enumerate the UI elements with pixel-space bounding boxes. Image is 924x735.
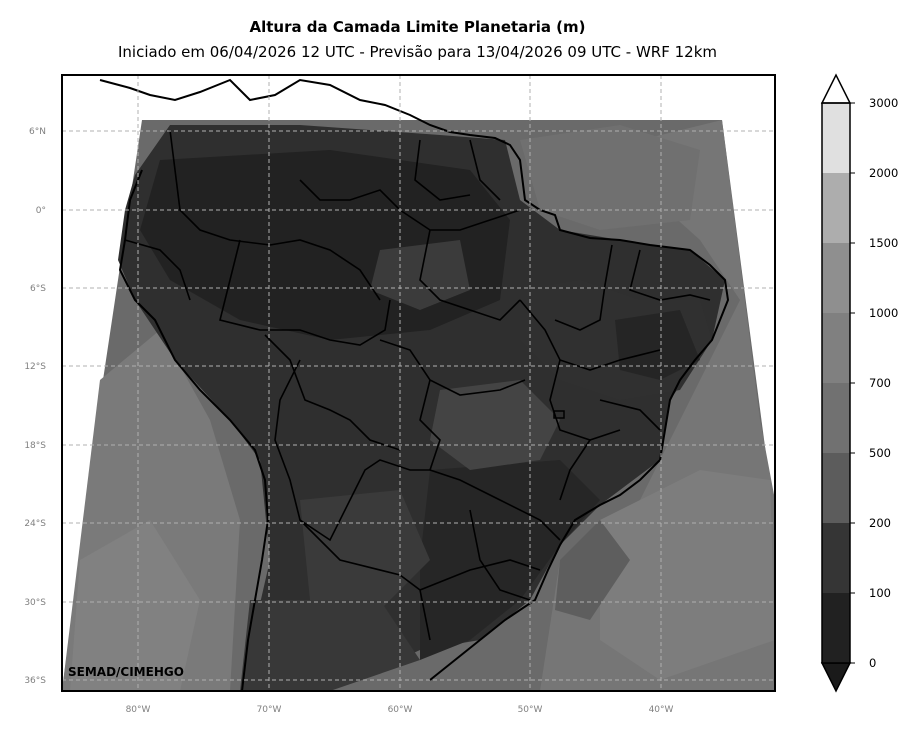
lat-tick-label: 18°S [24,441,46,451]
colorbar-tick-label: 1500 [869,236,898,250]
lat-tick-label: 12°S [24,362,46,372]
lon-tick-label: 70°W [257,705,282,715]
map-title: Altura da Camada Limite Planetaria (m) [249,18,586,36]
colorbar-tick-label: 0 [869,656,876,670]
map-frame [61,74,776,692]
colorbar-segment [822,523,850,593]
colorbar-segment [822,103,850,173]
lat-tick-label: 0° [36,206,46,216]
colorbar-tick-label: 3000 [869,96,898,110]
watermark: SEMAD/CIMEHGO [68,665,184,679]
lat-tick-label: 30°S [24,598,46,608]
map-field [62,75,775,691]
colorbar-segment [822,593,850,663]
colorbar-tick-label: 2000 [869,166,898,180]
colorbar-segment [822,313,850,383]
lat-tick-label: 24°S [24,519,46,529]
colorbar-segment [822,243,850,313]
colorbar-tick-label: 200 [869,516,891,530]
lat-tick-label: 6°N [29,127,46,137]
colorbar-tick-label: 500 [869,446,891,460]
colorbar-extend-low [820,662,852,693]
colorbar-segment [822,173,850,243]
colorbar-tick-label: 100 [869,586,891,600]
colorbar-tick-label: 1000 [869,306,898,320]
lat-tick-label: 6°S [30,284,46,294]
lon-tick-label: 50°W [518,705,543,715]
lon-tick-label: 80°W [126,705,151,715]
colorbar-tick-label: 700 [869,376,891,390]
colorbar-extend-high [820,73,852,104]
lat-tick-label: 36°S [24,676,46,686]
colorbar-segment [822,383,850,453]
lon-tick-label: 40°W [649,705,674,715]
lon-tick-label: 60°W [388,705,413,715]
colorbar: 0 100 200 500 700 1000 1500 2000 3000 [820,73,898,693]
colorbar-segment [822,453,850,523]
map-subtitle: Iniciado em 06/04/2026 12 UTC - Previsão… [117,43,718,61]
